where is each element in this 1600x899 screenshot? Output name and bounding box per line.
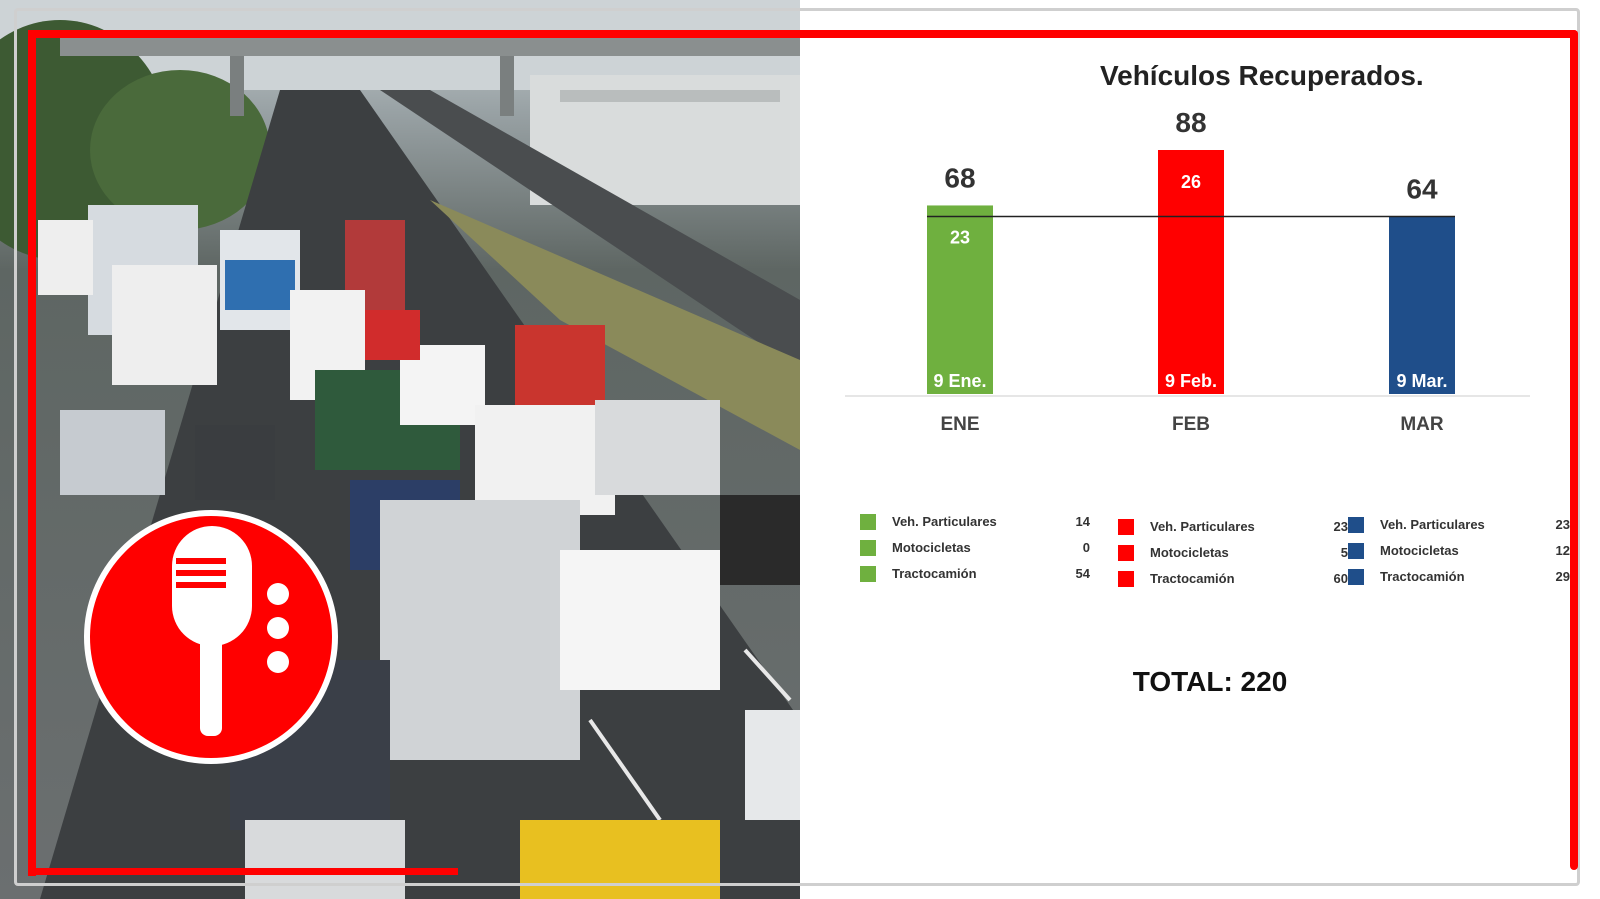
category-label-feb: FEB	[1172, 414, 1210, 435]
legend-item: Motocicletas 5	[1118, 541, 1348, 567]
traffic-photo	[0, 0, 800, 899]
legend-swatch	[1118, 519, 1134, 535]
legend-swatch	[860, 514, 876, 530]
chart-panel: Vehículos Recuperados. 68 23 9 Ene. ENE 88 26…	[800, 38, 1570, 868]
legend-label: Veh. Particulares	[1150, 519, 1255, 534]
legend-group-mar: Veh. Particulares 23 Motocicletas 12 Tractoc…	[1348, 513, 1570, 591]
legend-group-ene: Veh. Particulares 14 Motocicletas 0 Tractoca…	[860, 510, 1090, 588]
value-label-feb: 88	[1175, 107, 1206, 138]
legend-label: Tractocamión	[892, 566, 977, 581]
traffic-illustration	[0, 0, 800, 899]
legend-item: Veh. Particulares 23	[1118, 515, 1348, 541]
legend-value: 23	[1333, 519, 1348, 534]
bar-mar	[1389, 216, 1455, 394]
legend-swatch	[1348, 569, 1364, 585]
legend-swatch	[860, 566, 876, 582]
legend-item: Tractocamión 54	[860, 562, 1090, 588]
legend-item: Veh. Particulares 23	[1348, 513, 1570, 539]
category-label-ene: ENE	[940, 414, 979, 435]
legend-swatch	[1118, 571, 1134, 587]
legend-label: Veh. Particulares	[892, 514, 997, 529]
red-border-left	[28, 30, 36, 876]
value-label-mar: 64	[1406, 174, 1438, 205]
legend-label: Veh. Particulares	[1380, 517, 1485, 532]
inner-label-ene: 23	[950, 227, 970, 247]
category-label-mar: MAR	[1400, 414, 1444, 435]
bar-chart: 68 23 9 Ene. ENE 88 26 9 Feb. FEB 64 9 Mar. MAR	[845, 107, 1530, 435]
legend-label: Motocicletas	[892, 540, 971, 555]
legend-label: Motocicletas	[1150, 545, 1229, 560]
legend-value: 54	[1075, 566, 1090, 581]
red-border-bottom	[28, 868, 458, 875]
microphone-badge	[84, 510, 338, 764]
legend-swatch	[1348, 543, 1364, 559]
bar-feb	[1158, 150, 1224, 394]
legend-value: 0	[1082, 540, 1090, 555]
legend-item: Veh. Particulares 14	[860, 510, 1090, 536]
legend-swatch	[1118, 545, 1134, 561]
legend-group-feb: Veh. Particulares 23 Motocicletas 5 Tractoca…	[1118, 515, 1348, 593]
chart-title: Vehículos Recuperados.	[1100, 60, 1424, 91]
legend-item: Motocicletas 12	[1348, 539, 1570, 565]
outer-frame	[14, 8, 1580, 886]
legend-item: Motocicletas 0	[860, 536, 1090, 562]
red-border-right	[1570, 30, 1578, 870]
red-border-top	[28, 30, 1578, 38]
legend-swatch	[1348, 517, 1364, 533]
value-label-ene: 68	[944, 162, 975, 193]
legend-label: Tractocamión	[1150, 571, 1235, 586]
date-label-ene: 9 Ene.	[933, 371, 986, 391]
legend-label: Motocicletas	[1380, 543, 1459, 558]
legend-item: Tractocamión 29	[1348, 565, 1570, 591]
legend-value: 60	[1333, 571, 1348, 586]
total-label: TOTAL: 220	[1132, 666, 1288, 697]
bar-ene	[927, 205, 993, 394]
legend-value: 23	[1555, 517, 1570, 532]
legend-label: Tractocamión	[1380, 569, 1465, 584]
legend-value: 29	[1555, 569, 1570, 584]
legend-item: Tractocamión 60	[1118, 567, 1348, 593]
legend-value: 12	[1555, 543, 1570, 558]
legend-swatch	[860, 540, 876, 556]
legend-value: 5	[1340, 545, 1348, 560]
date-label-feb: 9 Feb.	[1165, 371, 1217, 391]
inner-label-feb: 26	[1181, 172, 1201, 192]
date-label-mar: 9 Mar.	[1396, 371, 1447, 391]
microphone-icon	[172, 526, 289, 736]
legend-value: 14	[1075, 514, 1090, 529]
